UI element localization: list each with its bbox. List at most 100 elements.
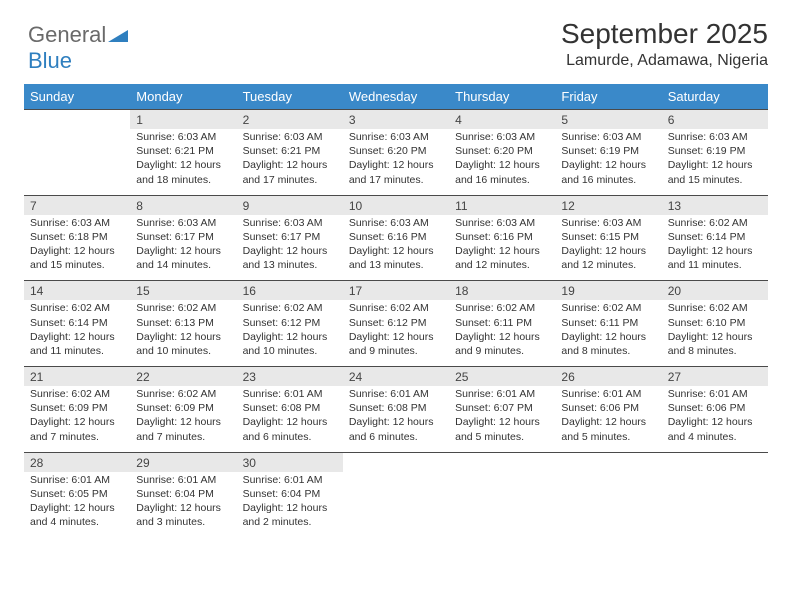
daylight-text: Daylight: 12 hours and 15 minutes.	[30, 244, 124, 272]
day-number: 2	[237, 110, 343, 130]
day-number: 24	[343, 367, 449, 387]
sunrise-text: Sunrise: 6:01 AM	[668, 387, 762, 401]
daylight-text: Daylight: 12 hours and 2 minutes.	[243, 501, 337, 529]
dow-header: Tuesday	[237, 84, 343, 110]
dow-header: Sunday	[24, 84, 130, 110]
sunset-text: Sunset: 6:07 PM	[455, 401, 549, 415]
empty-cell	[343, 472, 449, 538]
daylight-text: Daylight: 12 hours and 6 minutes.	[349, 415, 443, 443]
daylight-text: Daylight: 12 hours and 10 minutes.	[243, 330, 337, 358]
sunrise-text: Sunrise: 6:02 AM	[561, 301, 655, 315]
daylight-text: Daylight: 12 hours and 7 minutes.	[136, 415, 230, 443]
empty-cell	[662, 472, 768, 538]
sunrise-text: Sunrise: 6:03 AM	[349, 130, 443, 144]
logo-triangle-icon	[108, 22, 128, 48]
sunset-text: Sunset: 6:09 PM	[136, 401, 230, 415]
page-title: September 2025	[24, 18, 768, 50]
day-cell: Sunrise: 6:03 AMSunset: 6:16 PMDaylight:…	[449, 215, 555, 281]
empty-cell	[24, 110, 130, 130]
day-cell: Sunrise: 6:03 AMSunset: 6:21 PMDaylight:…	[130, 129, 236, 195]
day-cell: Sunrise: 6:03 AMSunset: 6:17 PMDaylight:…	[130, 215, 236, 281]
day-cell: Sunrise: 6:02 AMSunset: 6:10 PMDaylight:…	[662, 300, 768, 366]
sunrise-text: Sunrise: 6:01 AM	[136, 473, 230, 487]
sunrise-text: Sunrise: 6:02 AM	[668, 301, 762, 315]
day-cell: Sunrise: 6:03 AMSunset: 6:20 PMDaylight:…	[449, 129, 555, 195]
day-number: 1	[130, 110, 236, 130]
day-number: 7	[24, 195, 130, 215]
sunrise-text: Sunrise: 6:03 AM	[668, 130, 762, 144]
sunset-text: Sunset: 6:10 PM	[668, 316, 762, 330]
content-row: Sunrise: 6:01 AMSunset: 6:05 PMDaylight:…	[24, 472, 768, 538]
daylight-text: Daylight: 12 hours and 8 minutes.	[561, 330, 655, 358]
sunrise-text: Sunrise: 6:03 AM	[455, 130, 549, 144]
day-number: 25	[449, 367, 555, 387]
sunrise-text: Sunrise: 6:03 AM	[561, 130, 655, 144]
sunset-text: Sunset: 6:18 PM	[30, 230, 124, 244]
sunset-text: Sunset: 6:08 PM	[349, 401, 443, 415]
daylight-text: Daylight: 12 hours and 5 minutes.	[561, 415, 655, 443]
daylight-text: Daylight: 12 hours and 16 minutes.	[561, 158, 655, 186]
sunset-text: Sunset: 6:06 PM	[561, 401, 655, 415]
sunrise-text: Sunrise: 6:02 AM	[30, 301, 124, 315]
day-number: 19	[555, 281, 661, 301]
content-row: Sunrise: 6:02 AMSunset: 6:14 PMDaylight:…	[24, 300, 768, 366]
sunset-text: Sunset: 6:17 PM	[136, 230, 230, 244]
daylight-text: Daylight: 12 hours and 11 minutes.	[668, 244, 762, 272]
daylight-text: Daylight: 12 hours and 12 minutes.	[455, 244, 549, 272]
day-cell: Sunrise: 6:02 AMSunset: 6:11 PMDaylight:…	[449, 300, 555, 366]
daylight-text: Daylight: 12 hours and 13 minutes.	[349, 244, 443, 272]
day-cell: Sunrise: 6:03 AMSunset: 6:17 PMDaylight:…	[237, 215, 343, 281]
dow-header-row: SundayMondayTuesdayWednesdayThursdayFrid…	[24, 84, 768, 110]
sunset-text: Sunset: 6:17 PM	[243, 230, 337, 244]
day-cell: Sunrise: 6:02 AMSunset: 6:09 PMDaylight:…	[130, 386, 236, 452]
day-cell: Sunrise: 6:03 AMSunset: 6:21 PMDaylight:…	[237, 129, 343, 195]
day-number: 8	[130, 195, 236, 215]
day-number: 17	[343, 281, 449, 301]
day-number: 23	[237, 367, 343, 387]
day-cell: Sunrise: 6:03 AMSunset: 6:18 PMDaylight:…	[24, 215, 130, 281]
sunset-text: Sunset: 6:16 PM	[455, 230, 549, 244]
sunset-text: Sunset: 6:06 PM	[668, 401, 762, 415]
sunset-text: Sunset: 6:08 PM	[243, 401, 337, 415]
day-cell: Sunrise: 6:03 AMSunset: 6:19 PMDaylight:…	[555, 129, 661, 195]
daylight-text: Daylight: 12 hours and 9 minutes.	[455, 330, 549, 358]
sunrise-text: Sunrise: 6:02 AM	[136, 387, 230, 401]
day-number: 3	[343, 110, 449, 130]
day-cell: Sunrise: 6:03 AMSunset: 6:15 PMDaylight:…	[555, 215, 661, 281]
sunrise-text: Sunrise: 6:02 AM	[243, 301, 337, 315]
daylight-text: Daylight: 12 hours and 17 minutes.	[243, 158, 337, 186]
day-cell: Sunrise: 6:01 AMSunset: 6:08 PMDaylight:…	[237, 386, 343, 452]
day-number: 30	[237, 452, 343, 472]
sunset-text: Sunset: 6:15 PM	[561, 230, 655, 244]
day-cell: Sunrise: 6:01 AMSunset: 6:06 PMDaylight:…	[662, 386, 768, 452]
day-cell: Sunrise: 6:02 AMSunset: 6:13 PMDaylight:…	[130, 300, 236, 366]
sunrise-text: Sunrise: 6:01 AM	[243, 387, 337, 401]
sunset-text: Sunset: 6:09 PM	[30, 401, 124, 415]
sunrise-text: Sunrise: 6:03 AM	[561, 216, 655, 230]
brand-logo: General Blue	[28, 22, 128, 74]
day-cell: Sunrise: 6:01 AMSunset: 6:06 PMDaylight:…	[555, 386, 661, 452]
sunset-text: Sunset: 6:12 PM	[349, 316, 443, 330]
day-number: 21	[24, 367, 130, 387]
sunrise-text: Sunrise: 6:01 AM	[561, 387, 655, 401]
day-cell: Sunrise: 6:02 AMSunset: 6:14 PMDaylight:…	[24, 300, 130, 366]
day-number: 27	[662, 367, 768, 387]
empty-cell	[343, 452, 449, 472]
sunset-text: Sunset: 6:12 PM	[243, 316, 337, 330]
day-number: 22	[130, 367, 236, 387]
daynum-row: 78910111213	[24, 195, 768, 215]
day-cell: Sunrise: 6:02 AMSunset: 6:11 PMDaylight:…	[555, 300, 661, 366]
sunrise-text: Sunrise: 6:03 AM	[136, 130, 230, 144]
sunset-text: Sunset: 6:20 PM	[455, 144, 549, 158]
sunset-text: Sunset: 6:11 PM	[561, 316, 655, 330]
sunset-text: Sunset: 6:14 PM	[30, 316, 124, 330]
sunset-text: Sunset: 6:19 PM	[668, 144, 762, 158]
sunrise-text: Sunrise: 6:01 AM	[455, 387, 549, 401]
daylight-text: Daylight: 12 hours and 16 minutes.	[455, 158, 549, 186]
day-number: 11	[449, 195, 555, 215]
empty-cell	[24, 129, 130, 195]
day-number: 12	[555, 195, 661, 215]
day-cell: Sunrise: 6:02 AMSunset: 6:09 PMDaylight:…	[24, 386, 130, 452]
sunset-text: Sunset: 6:21 PM	[136, 144, 230, 158]
logo-blue: Blue	[28, 48, 72, 73]
